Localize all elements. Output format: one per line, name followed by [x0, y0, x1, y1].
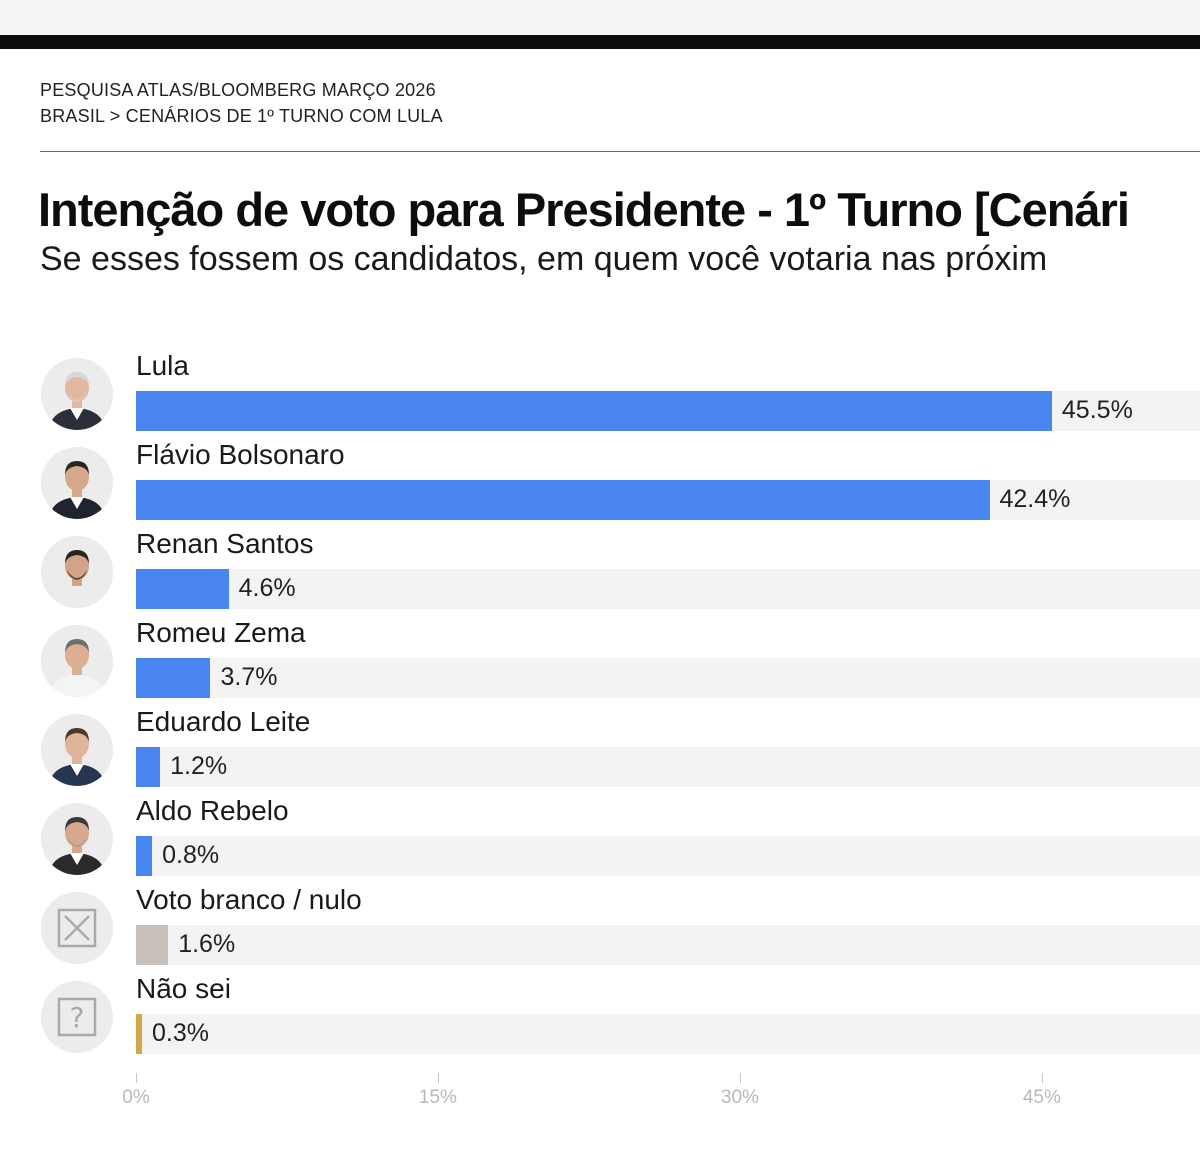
- x-tick-mark: [739, 1073, 741, 1083]
- bar-track: 1.6%: [136, 925, 1200, 965]
- bar: [136, 1014, 143, 1054]
- bar-track: 1.2%: [136, 747, 1200, 787]
- value-label: 42.4%: [999, 485, 1071, 513]
- x-tick-label: 45%: [1022, 1087, 1061, 1108]
- eduardo-leite-avatar-avatar: [41, 714, 113, 786]
- value-label: 0.8%: [162, 841, 220, 869]
- category-label: Aldo Rebelo: [136, 795, 289, 826]
- category-label: Flávio Bolsonaro: [136, 439, 345, 470]
- flavio-bolsonaro-avatar-icon: [41, 447, 113, 519]
- romeu-zema-avatar-icon: [41, 625, 113, 697]
- top-rule: [0, 35, 1200, 49]
- category-label: Não sei: [136, 973, 231, 1004]
- divider: [40, 151, 1200, 152]
- bar: [136, 480, 990, 520]
- top-band: [0, 0, 1200, 35]
- romeu-zema-avatar-avatar: [41, 625, 113, 697]
- x-box-icon: [41, 892, 113, 964]
- chart-subtitle: Se esses fossem os candidatos, em quem v…: [40, 240, 1048, 278]
- category-label: Renan Santos: [136, 528, 314, 559]
- bar: [136, 569, 229, 609]
- bar-track: 45.5%: [136, 391, 1200, 431]
- x-tick-mark: [437, 1073, 439, 1083]
- question-box-avatar: ?: [41, 981, 113, 1053]
- x-box-avatar: [41, 892, 113, 964]
- flavio-bolsonaro-avatar-avatar: [41, 447, 113, 519]
- bar: [136, 658, 211, 698]
- lula-avatar-icon: [41, 358, 113, 430]
- kicker: PESQUISA ATLAS/BLOOMBERG MARÇO 2026: [40, 80, 436, 100]
- value-label: 1.6%: [178, 930, 236, 958]
- bar-track: 0.3%: [136, 1014, 1200, 1054]
- breadcrumb: BRASIL > CENÁRIOS DE 1º TURNO COM LULA: [40, 106, 443, 126]
- svg-text:?: ?: [70, 1001, 85, 1034]
- x-tick-mark: [1041, 1073, 1043, 1083]
- lula-avatar-avatar: [41, 358, 113, 430]
- value-label: 1.2%: [170, 752, 228, 780]
- bar: [136, 836, 153, 876]
- chart-title: Intenção de voto para Presidente - 1º Tu…: [38, 183, 1130, 236]
- renan-santos-avatar-icon: [41, 536, 113, 608]
- bar-track: 0.8%: [136, 836, 1200, 876]
- aldo-rebelo-avatar-icon: [41, 803, 113, 875]
- category-label: Lula: [136, 350, 189, 381]
- x-tick-label: 0%: [122, 1087, 150, 1108]
- bar-track: 3.7%: [136, 658, 1200, 698]
- x-tick-label: 30%: [720, 1087, 759, 1108]
- eduardo-leite-avatar-icon: [41, 714, 113, 786]
- value-label: 0.3%: [152, 1019, 210, 1047]
- category-label: Romeu Zema: [136, 617, 306, 648]
- value-label: 3.7%: [220, 663, 278, 691]
- value-label: 4.6%: [238, 574, 296, 602]
- question-box-icon: ?: [41, 981, 113, 1053]
- category-label: Voto branco / nulo: [136, 884, 362, 915]
- aldo-rebelo-avatar-avatar: [41, 803, 113, 875]
- bar: [136, 747, 161, 787]
- bar: [136, 925, 169, 965]
- value-label: 45.5%: [1061, 396, 1133, 424]
- renan-santos-avatar-avatar: [41, 536, 113, 608]
- bar: [136, 391, 1052, 431]
- bar-track: 4.6%: [136, 569, 1200, 609]
- x-tick-mark: [136, 1073, 137, 1083]
- x-tick-label: 15%: [418, 1087, 457, 1108]
- bar-track: 42.4%: [136, 480, 1200, 520]
- category-label: Eduardo Leite: [136, 706, 311, 737]
